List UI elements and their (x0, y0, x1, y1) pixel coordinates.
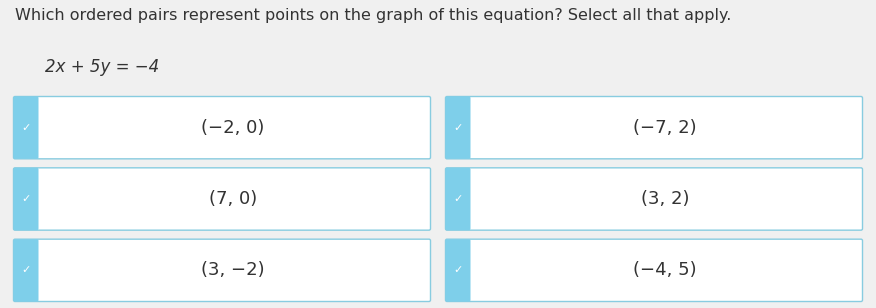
Text: ✓: ✓ (453, 265, 463, 275)
Text: (−2, 0): (−2, 0) (201, 119, 265, 137)
Bar (458, 98, 470, 157)
Text: (3, −2): (3, −2) (201, 261, 265, 279)
FancyBboxPatch shape (13, 239, 39, 302)
Text: ✓: ✓ (21, 194, 31, 204)
Text: ✓: ✓ (21, 265, 31, 275)
FancyBboxPatch shape (13, 96, 39, 159)
FancyBboxPatch shape (446, 239, 470, 302)
FancyBboxPatch shape (13, 239, 430, 302)
FancyBboxPatch shape (446, 168, 863, 230)
Text: (3, 2): (3, 2) (640, 190, 689, 208)
FancyBboxPatch shape (446, 168, 470, 230)
Text: ✓: ✓ (453, 123, 463, 133)
FancyBboxPatch shape (446, 96, 863, 159)
FancyBboxPatch shape (446, 96, 470, 159)
Text: (−7, 2): (−7, 2) (633, 119, 696, 137)
Bar (26, 241, 38, 300)
FancyBboxPatch shape (13, 96, 430, 159)
FancyBboxPatch shape (446, 239, 863, 302)
FancyBboxPatch shape (13, 168, 430, 230)
Text: ✓: ✓ (453, 194, 463, 204)
Text: ✓: ✓ (21, 123, 31, 133)
Bar (26, 169, 38, 229)
Text: 2x + 5y = −4: 2x + 5y = −4 (45, 58, 159, 76)
Bar (458, 169, 470, 229)
Bar (26, 98, 38, 157)
Bar (458, 241, 470, 300)
Text: (−4, 5): (−4, 5) (633, 261, 696, 279)
Text: Which ordered pairs represent points on the graph of this equation? Select all t: Which ordered pairs represent points on … (15, 8, 731, 23)
Text: (7, 0): (7, 0) (208, 190, 258, 208)
FancyBboxPatch shape (13, 168, 39, 230)
